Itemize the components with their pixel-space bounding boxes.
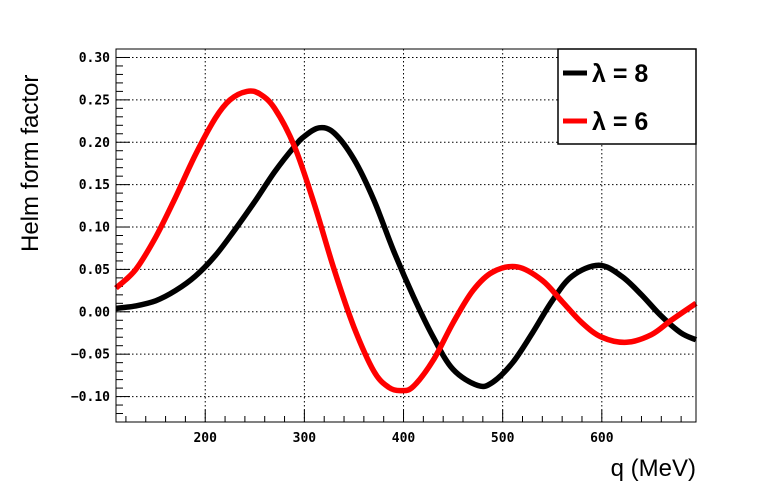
- y-tick-label: −0.05: [71, 348, 110, 363]
- axis-ticks: [116, 56, 682, 422]
- series-line-lambda-8: [115, 124, 698, 390]
- y-tick-label: 0.00: [79, 305, 110, 320]
- legend-box: [557, 48, 697, 145]
- y-tick-label: 0.10: [79, 221, 110, 236]
- y-tick-label: 0.20: [79, 136, 110, 151]
- y-tick-label: −0.10: [71, 390, 110, 405]
- legend-label-lambda-6: λ = 6: [592, 108, 648, 136]
- series-lines: [114, 88, 698, 394]
- grid-lines: [116, 49, 696, 422]
- x-tick-label: 400: [392, 431, 416, 446]
- y-tick-label: 0.30: [79, 51, 110, 66]
- tick-labels: 200 300 400 500 600 −0.10 −0.05 0.00 0.05 0.10 0.1…: [71, 51, 614, 446]
- y-axis-title: Helm form factor: [17, 75, 44, 252]
- x-tick-label: 300: [293, 431, 317, 446]
- x-tick-label: 500: [491, 431, 515, 446]
- series-line-lambda-6: [114, 88, 698, 394]
- x-axis-title: q (MeV): [611, 455, 696, 482]
- legend-label-lambda-8: λ = 8: [592, 60, 648, 88]
- y-tick-label: 0.15: [79, 178, 110, 193]
- x-tick-label: 600: [590, 431, 614, 446]
- legend: λ = 8 λ = 6: [557, 48, 697, 145]
- plot-frame: [115, 48, 697, 423]
- y-tick-label: 0.25: [79, 93, 110, 108]
- y-tick-label: 0.05: [79, 263, 110, 278]
- x-tick-label: 200: [193, 431, 217, 446]
